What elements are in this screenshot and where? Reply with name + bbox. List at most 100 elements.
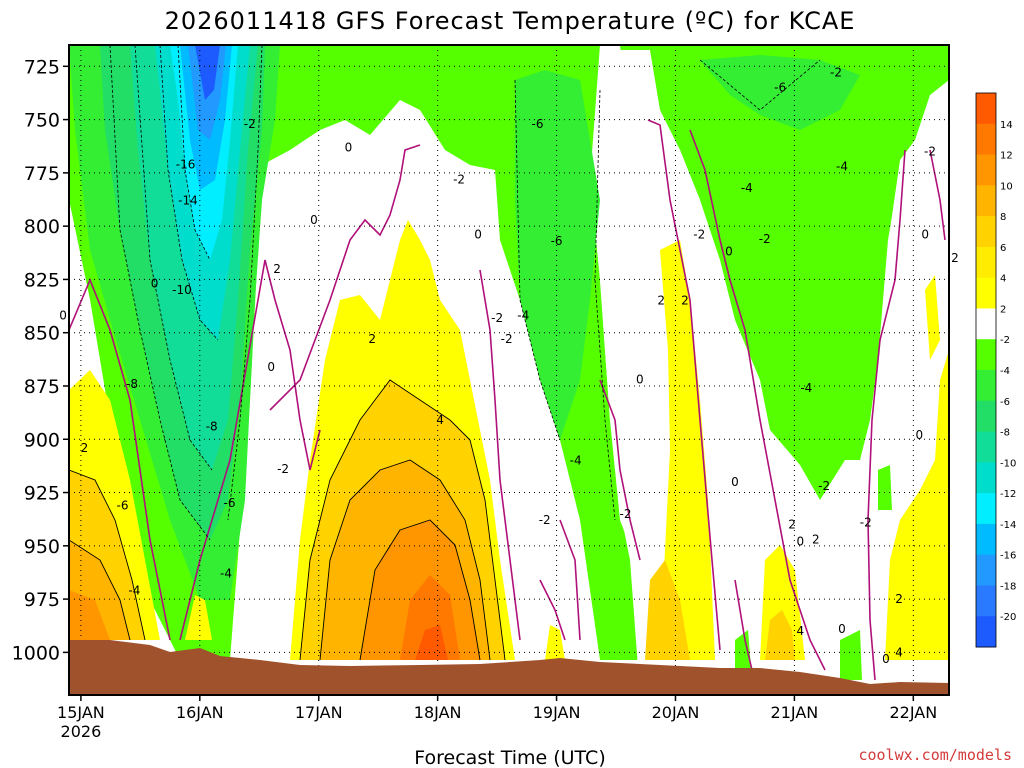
- colorbar-swatch: [976, 277, 996, 309]
- contour-label: 0: [921, 228, 929, 242]
- colorbar-label: -8: [1000, 428, 1010, 439]
- positive-contours: [69, 379, 506, 661]
- contour-label: -4: [128, 584, 140, 598]
- y-tick-label: 1000: [12, 642, 60, 664]
- y-tick-label: 975: [24, 589, 60, 611]
- y-axis: 725 750 775 800 825 850 875 900 925 950 975 1000: [12, 56, 69, 664]
- contour-label: -10: [172, 283, 192, 297]
- contour-label: 4: [436, 413, 444, 427]
- x-tick-label: 21JAN: [771, 703, 819, 722]
- contour-label: 2: [681, 294, 689, 308]
- contour-label: -2: [244, 117, 256, 131]
- contour-label: -4: [220, 567, 232, 581]
- contour-label: 0: [725, 245, 733, 259]
- contour-label: -2: [924, 145, 936, 159]
- colorbar-swatch: [976, 370, 996, 402]
- region-minus6-center: [515, 70, 600, 440]
- contour-label: -2: [501, 332, 513, 346]
- contour-label: 0: [731, 475, 739, 489]
- colorbar-label: -6: [1000, 397, 1010, 408]
- region-warm-22jan-top: [925, 275, 940, 360]
- region-warm-22jan: [885, 350, 949, 660]
- y-tick-label: 950: [24, 536, 60, 558]
- plot-frame: [68, 44, 950, 696]
- contour-label: 2: [81, 441, 89, 455]
- colorbar-label: -12: [1000, 489, 1016, 500]
- region-green-pocket-a: [840, 630, 862, 680]
- y-tick-label: 800: [24, 216, 60, 238]
- y-tick-label: 725: [24, 56, 60, 78]
- x-tick-label: 20JAN: [652, 703, 700, 722]
- contour-label: -4: [517, 309, 529, 323]
- colorbar-swatch: [976, 185, 996, 217]
- freezing-isotherms: [69, 119, 946, 681]
- colorbar-label: -16: [1000, 551, 1016, 562]
- contour-label: 0: [267, 360, 275, 374]
- region-green-right-mid: [760, 200, 880, 470]
- contour-label: -4: [800, 381, 812, 395]
- contour-label: -8: [206, 419, 218, 433]
- colorbar-label: 4: [1000, 274, 1006, 285]
- colorbar-swatch: [976, 585, 996, 617]
- x-axis-label: Forecast Time (UTC): [414, 747, 605, 768]
- contour-label: -6: [117, 498, 129, 512]
- region-warm-left-8: [69, 590, 110, 640]
- x-tick-label: 22JAN: [889, 703, 937, 722]
- x-tick-label: 19JAN: [533, 703, 581, 722]
- contour-label: -4: [570, 454, 582, 468]
- contour-label: 0: [310, 213, 318, 227]
- contour-label: -14: [178, 194, 198, 208]
- colorbar-label: 2: [1000, 304, 1006, 315]
- colorbar-label: -10: [1000, 458, 1016, 469]
- contour-label: 0: [915, 428, 923, 442]
- y-tick-label: 900: [24, 429, 60, 451]
- region-warm-20jan: [660, 240, 715, 660]
- region-green-pocket-c: [878, 465, 892, 510]
- region-white-mid: [262, 100, 500, 250]
- colorbar-swatch: [976, 123, 996, 156]
- colorbar-label: -4: [1000, 366, 1010, 377]
- contour-label: 2: [895, 592, 903, 606]
- colorbar-swatch: [976, 246, 996, 279]
- colorbar-swatch: [976, 339, 996, 371]
- region-warm-pocket-b: [545, 625, 565, 660]
- contour-label: 0: [151, 277, 159, 291]
- colorbar-label: -18: [1000, 581, 1016, 592]
- contour-label: -2: [693, 228, 705, 242]
- colorbar-swatch: [976, 308, 996, 340]
- x-tick-label: 16JAN: [176, 703, 224, 722]
- x-tick-year: 2026: [61, 722, 102, 741]
- contour-label: -2: [759, 232, 771, 246]
- contour-label: -2: [491, 311, 503, 325]
- colorbar-swatch: [976, 431, 996, 463]
- contour-label: -2: [620, 507, 632, 521]
- colorbar-label: -20: [1000, 612, 1016, 623]
- contour-label: 0: [636, 373, 644, 387]
- colorbar-label: 6: [1000, 243, 1006, 254]
- contour-label: -2: [830, 66, 842, 80]
- contour-label: 2: [812, 532, 820, 546]
- contour-label: -6: [532, 117, 544, 131]
- colorbar-label: 8: [1000, 212, 1006, 223]
- x-tick-label: 15JAN: [57, 703, 105, 722]
- chart-title: 2026011418 GFS Forecast Temperature (ºC)…: [165, 7, 856, 35]
- colorbar-swatch: [976, 216, 996, 248]
- colorbar-swatch: [976, 462, 996, 494]
- ground-terrain: [69, 640, 949, 695]
- colorbar-label: 12: [1000, 151, 1013, 162]
- contour-label: 2: [657, 294, 665, 308]
- colorbar-label: 10: [1000, 181, 1013, 192]
- contour-label: -2: [277, 462, 289, 476]
- contour-label: 2: [788, 518, 796, 532]
- colorbar-frame: [975, 92, 997, 648]
- negative-contours: [109, 45, 821, 541]
- colorbar-label: -2: [1000, 335, 1010, 346]
- contour-label: 4: [797, 624, 805, 638]
- region-minus20: [195, 45, 220, 100]
- credit-link[interactable]: coolwx.com/models: [858, 746, 1012, 764]
- region-minus6-top-right: [700, 55, 860, 130]
- contour-label: 0: [59, 309, 67, 323]
- contour-label: 0: [345, 140, 353, 154]
